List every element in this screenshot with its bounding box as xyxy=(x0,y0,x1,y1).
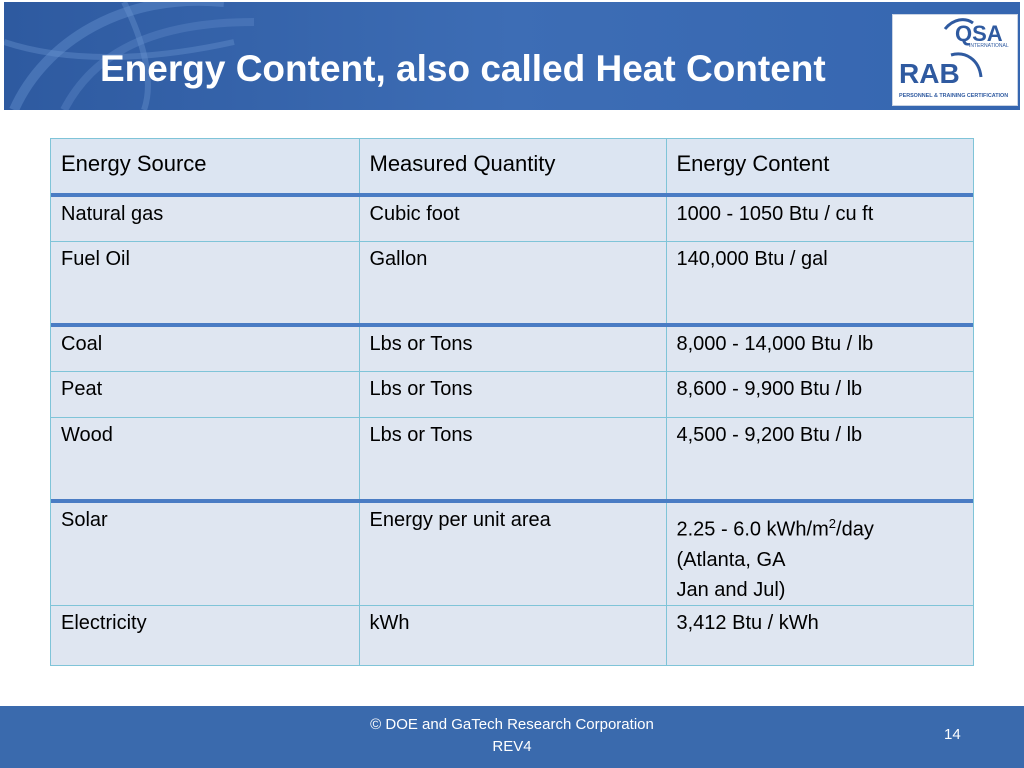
footer-revision: REV4 xyxy=(492,738,532,755)
cell-source: Coal xyxy=(51,325,360,372)
table-row: Coal Lbs or Tons 8,000 - 14,000 Btu / lb xyxy=(51,325,973,372)
cell-content: 1000 - 1050 Btu / cu ft xyxy=(666,195,973,242)
cell-source: Natural gas xyxy=(51,195,360,242)
cell-source: Wood xyxy=(51,417,360,503)
cell-source: Peat xyxy=(51,371,360,418)
cell-quantity: Lbs or Tons xyxy=(359,417,667,503)
table-row: Peat Lbs or Tons 8,600 - 9,900 Btu / lb xyxy=(51,371,973,418)
header-energy-content: Energy Content xyxy=(666,139,973,197)
cell-source: Electricity xyxy=(51,605,360,666)
cell-content: 3,412 Btu / kWh xyxy=(666,605,973,666)
cell-quantity: Lbs or Tons xyxy=(359,325,667,372)
logo-brand-main: RAB xyxy=(899,58,960,89)
logo-tagline: PERSONNEL & TRAINING CERTIFICATION xyxy=(899,93,1008,99)
header-measured-quantity: Measured Quantity xyxy=(359,139,667,197)
table-row: Wood Lbs or Tons 4,500 - 9,200 Btu / lb xyxy=(51,417,973,503)
table-header-row: Energy Source Measured Quantity Energy C… xyxy=(51,139,973,197)
cell-source: Solar xyxy=(51,501,360,606)
cell-content: 140,000 Btu / gal xyxy=(666,241,973,327)
table-row: Solar Energy per unit area 2.25 - 6.0 kW… xyxy=(51,501,973,606)
cell-quantity: kWh xyxy=(359,605,667,666)
cell-content: 8,000 - 14,000 Btu / lb xyxy=(666,325,973,372)
superscript-2: 2 xyxy=(828,516,837,531)
slide-footer: © DOE and GaTech Research Corporation RE… xyxy=(0,706,1024,768)
logo-brand-small: INTERNATIONAL xyxy=(969,43,1009,49)
footer-copyright: © DOE and GaTech Research Corporation xyxy=(370,716,654,733)
cell-content: 4,500 - 9,200 Btu / lb xyxy=(666,417,973,503)
footer-credits: © DOE and GaTech Research Corporation RE… xyxy=(0,714,1024,758)
table-row: Fuel Oil Gallon 140,000 Btu / gal xyxy=(51,241,973,327)
cell-content: 2.25 - 6.0 kWh/m2/day (Atlanta, GA Jan a… xyxy=(666,501,973,606)
table-row: Electricity kWh 3,412 Btu / kWh xyxy=(51,605,973,666)
logo-brand-top: QSA xyxy=(955,21,1003,46)
slide-header: Energy Content, also called Heat Content… xyxy=(4,2,1020,110)
cell-quantity: Cubic foot xyxy=(359,195,667,242)
header-energy-source: Energy Source xyxy=(51,139,360,197)
globe-decoration-icon xyxy=(4,2,255,110)
table-row: Natural gas Cubic foot 1000 - 1050 Btu /… xyxy=(51,195,973,242)
solar-value: 2.25 - 6.0 kWh/m xyxy=(676,518,829,541)
solar-content-line3: Jan and Jul) xyxy=(676,578,786,601)
cell-quantity: Lbs or Tons xyxy=(359,371,667,418)
solar-content-line1: 2.25 - 6.0 kWh/m2/day xyxy=(677,509,964,545)
slide-title: Energy Content, also called Heat Content xyxy=(100,48,826,89)
solar-content-line2: (Atlanta, GA xyxy=(676,548,786,571)
page-number: 14 xyxy=(944,726,961,743)
solar-unit: /day xyxy=(836,518,874,541)
cell-source: Fuel Oil xyxy=(51,241,360,327)
qsa-rab-logo: QSA INTERNATIONAL RAB PERSONNEL & TRAINI… xyxy=(892,14,1018,106)
cell-quantity: Gallon xyxy=(359,241,667,327)
energy-content-table: Energy Source Measured Quantity Energy C… xyxy=(50,138,974,666)
cell-quantity: Energy per unit area xyxy=(359,501,667,606)
cell-content: 8,600 - 9,900 Btu / lb xyxy=(666,371,973,418)
